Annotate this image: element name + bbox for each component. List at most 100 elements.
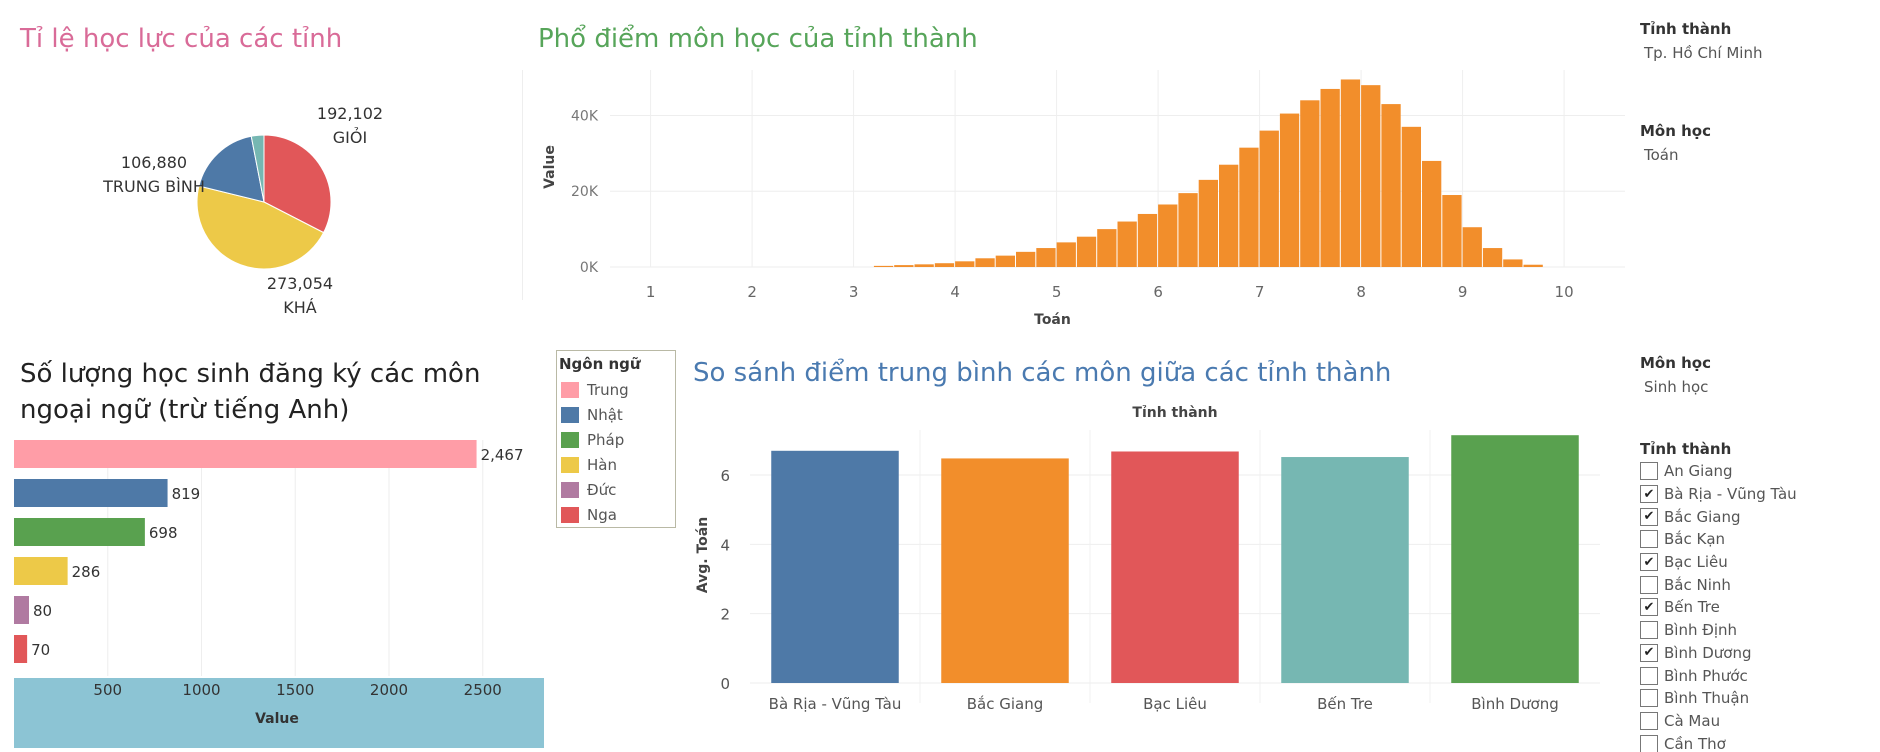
histogram-bar[interactable]	[1442, 195, 1462, 267]
histogram-bar[interactable]	[1381, 104, 1401, 267]
histogram-bar[interactable]	[1259, 130, 1279, 267]
province-filter-label: Bình Dương	[1664, 643, 1752, 662]
checkbox-unchecked-icon[interactable]	[1640, 711, 1658, 730]
x-tick-label: 5	[1052, 283, 1062, 301]
province-filter-item[interactable]: ✔ Bạc Liêu	[1640, 551, 1870, 574]
histogram-bar[interactable]	[955, 261, 975, 267]
compare-bar[interactable]	[771, 450, 899, 683]
checkbox-checked-icon[interactable]: ✔	[1640, 507, 1658, 526]
language-bar[interactable]	[14, 518, 145, 546]
legend-item[interactable]: Đức	[557, 477, 675, 502]
filter-province-top[interactable]: Tỉnh thành Tp. Hồ Chí Minh	[1640, 20, 1762, 62]
compare-bar[interactable]	[941, 458, 1069, 683]
histogram-bar[interactable]	[1482, 248, 1503, 267]
histogram-bar[interactable]	[1178, 193, 1198, 267]
histogram-bar[interactable]	[1137, 213, 1158, 267]
histogram-bar[interactable]	[1219, 164, 1239, 267]
pie-chart: 192,102 GIỎI 273,054 KHÁ 106,880 TRUNG BÌNH	[102, 104, 383, 317]
legend-item[interactable]: Trung	[557, 377, 675, 402]
filter-value[interactable]: Tp. Hồ Chí Minh	[1644, 44, 1763, 62]
legend-item[interactable]: Hàn	[557, 452, 675, 477]
histogram-bar[interactable]	[1117, 221, 1137, 267]
legend-item[interactable]: Nga	[557, 502, 675, 527]
checkbox-unchecked-icon[interactable]	[1640, 689, 1658, 708]
checkbox-checked-icon[interactable]: ✔	[1640, 598, 1658, 617]
histogram-bar[interactable]	[894, 265, 914, 267]
province-filter-label: Bắc Giang	[1664, 507, 1741, 526]
histogram-bar[interactable]	[1056, 242, 1076, 267]
checkbox-unchecked-icon[interactable]	[1640, 734, 1658, 752]
language-bar[interactable]	[14, 596, 29, 624]
pie-category-label: TRUNG BÌNH	[102, 177, 205, 196]
histogram-bar[interactable]	[995, 255, 1015, 267]
province-filter-label: Bình Thuận	[1664, 689, 1750, 708]
checkbox-checked-icon[interactable]: ✔	[1640, 553, 1658, 572]
province-filter-item[interactable]: Bắc Kạn	[1640, 528, 1870, 551]
language-bar[interactable]	[14, 440, 477, 468]
filter-subject[interactable]: Môn học Sinh học	[1640, 354, 1711, 396]
filter-value[interactable]: Sinh học	[1644, 378, 1709, 396]
language-bar[interactable]	[14, 635, 28, 663]
province-checklist[interactable]: An Giang ✔ Bà Rịa - Vũng Tàu ✔ Bắc Giang Bắc …	[1640, 460, 1870, 752]
language-bar[interactable]	[14, 479, 168, 507]
compare-bar[interactable]	[1451, 435, 1579, 683]
histogram-bar[interactable]	[975, 258, 995, 267]
histogram-bar[interactable]	[1036, 248, 1056, 267]
province-filter-item[interactable]: ✔ Bến Tre	[1640, 596, 1870, 619]
column-header: Tỉnh thành	[1132, 405, 1217, 421]
checkbox-unchecked-icon[interactable]	[1640, 575, 1658, 594]
histogram-bar[interactable]	[1340, 79, 1361, 267]
language-bar[interactable]	[14, 557, 68, 585]
province-filter-label: An Giang	[1664, 462, 1733, 481]
pie-slice[interactable]	[263, 134, 332, 234]
province-filter-item[interactable]: Cà Mau	[1640, 710, 1870, 733]
checkbox-unchecked-icon[interactable]	[1640, 530, 1658, 549]
histogram-bar[interactable]	[1158, 204, 1178, 267]
histogram-bar[interactable]	[1097, 229, 1117, 267]
histogram-bar[interactable]	[1462, 227, 1482, 267]
histogram-bar[interactable]	[1503, 259, 1523, 267]
histogram-bar[interactable]	[1523, 264, 1543, 267]
histogram-bar[interactable]	[1401, 126, 1421, 267]
pie-slice[interactable]	[250, 134, 265, 203]
filter-label: Tỉnh thành	[1640, 20, 1732, 38]
checkbox-unchecked-icon[interactable]	[1640, 462, 1658, 481]
histogram-bar[interactable]	[1198, 179, 1218, 267]
checkbox-unchecked-icon[interactable]	[1640, 621, 1658, 640]
histogram-bar[interactable]	[934, 263, 955, 267]
histogram-bar[interactable]	[1361, 85, 1381, 268]
histogram-bar[interactable]	[1076, 236, 1097, 267]
compare-bar[interactable]	[1111, 451, 1239, 683]
filter-subject-top[interactable]: Môn học Toán	[1640, 122, 1711, 164]
histogram-bar[interactable]	[1422, 160, 1442, 267]
province-filter-item[interactable]: Bắc Ninh	[1640, 573, 1870, 596]
pie-value-label: 192,102	[317, 104, 383, 123]
histogram-bar[interactable]	[914, 264, 934, 267]
histogram-bar[interactable]	[873, 265, 894, 267]
histogram-bar[interactable]	[1016, 251, 1036, 267]
province-filter-item[interactable]: ✔ Bà Rịa - Vũng Tàu	[1640, 483, 1870, 506]
histogram-bar[interactable]	[1300, 100, 1320, 267]
checkbox-unchecked-icon[interactable]	[1640, 666, 1658, 685]
filter-province-list[interactable]: Tỉnh thành An Giang ✔ Bà Rịa - Vũng Tàu ✔ Bắ…	[1640, 440, 1870, 752]
legend-item[interactable]: Nhật	[557, 402, 675, 427]
compare-bar[interactable]	[1281, 457, 1409, 683]
histogram-bar[interactable]	[1239, 147, 1259, 267]
legend-item[interactable]: Pháp	[557, 427, 675, 452]
province-filter-item[interactable]: Bình Định	[1640, 619, 1870, 642]
checkbox-checked-icon[interactable]: ✔	[1640, 485, 1658, 504]
bar-value-label: 2,467	[481, 446, 524, 464]
checkbox-checked-icon[interactable]: ✔	[1640, 643, 1658, 662]
province-filter-item[interactable]: ✔ Bắc Giang	[1640, 505, 1870, 528]
province-filter-item[interactable]: Bình Thuận	[1640, 687, 1870, 710]
histogram-bar[interactable]	[1320, 88, 1340, 267]
pie-slice[interactable]	[196, 185, 325, 270]
province-filter-item[interactable]: Cần Thơ	[1640, 732, 1870, 752]
province-filter-item[interactable]: An Giang	[1640, 460, 1870, 483]
histogram-bar[interactable]	[1279, 113, 1300, 267]
pie-slice[interactable]	[198, 135, 265, 203]
province-filter-item[interactable]: Bình Phước	[1640, 664, 1870, 687]
bar-value-label: 70	[31, 641, 50, 659]
filter-value[interactable]: Toán	[1644, 146, 1679, 164]
province-filter-item[interactable]: ✔ Bình Dương	[1640, 642, 1870, 665]
